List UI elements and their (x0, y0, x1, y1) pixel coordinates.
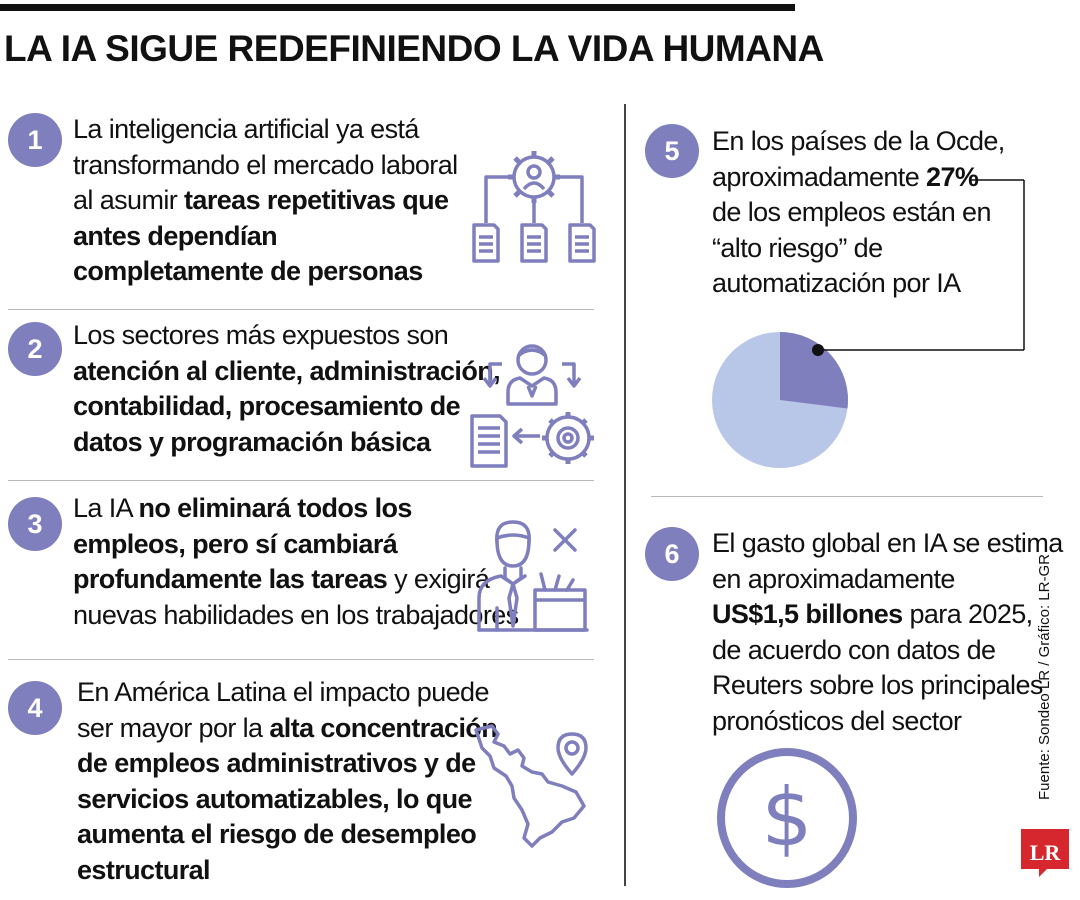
bold-text: de empleos administrativos y de (77, 748, 476, 778)
item-4-badge: 4 (8, 681, 62, 735)
text: Reuters sobre los principales (712, 670, 1043, 700)
text: ser mayor por la (77, 712, 270, 743)
dollar-coin-icon: $ (717, 748, 857, 888)
text-line: estructural (77, 853, 497, 889)
text-line: El gasto global en IA se estima (712, 526, 1063, 562)
text-line: empleos, pero sí cambiará (73, 527, 519, 563)
bold-text: servicios automatizables, lo que (77, 783, 473, 814)
bold-text: aumenta el riesgo de desempleo (77, 819, 477, 849)
bold-text: completamente de personas (73, 256, 423, 286)
text-line: aproximadamente 27% (712, 160, 1005, 196)
text: El gasto global en IA se estima (712, 528, 1063, 558)
text: automatización por IA (712, 268, 961, 298)
bold-text: no eliminará todos los (138, 493, 412, 523)
pie-chart-icon (712, 179, 1025, 468)
text: pronósticos del sector (712, 705, 962, 736)
text-line: antes dependían (73, 219, 458, 255)
item-1-text: La inteligencia artificial ya está transf… (73, 112, 458, 290)
bold-text: US$1,5 billones (712, 599, 903, 629)
text-line: de los empleos están en (712, 195, 1005, 231)
text-line: pronósticos del sector (712, 704, 1063, 740)
text: en aproximadamente (712, 563, 955, 594)
column-divider (624, 104, 626, 886)
item-6-text: El gasto global en IA se estima en aproxi… (712, 526, 1063, 739)
text-line: La inteligencia artificial ya está (73, 112, 458, 148)
text: La IA (73, 493, 139, 523)
latin-america-map-pin-icon (474, 724, 588, 848)
text-line: Reuters sobre los principales (712, 668, 1063, 704)
text: nuevas habilidades en los trabajadores (73, 599, 519, 630)
text: “alto riesgo” de (712, 232, 883, 263)
text: de los empleos están en (712, 197, 991, 227)
text-line: al asumir tareas repetitivas que (73, 183, 458, 219)
text-line: Los sectores más expuestos son (73, 318, 500, 354)
text-line: servicios automatizables, lo que (77, 782, 497, 818)
page-title: LA IA SIGUE REDEFINIENDO LA VIDA HUMANA (4, 28, 824, 69)
bold-text: atención al cliente, administración, (73, 355, 501, 386)
divider-3 (8, 659, 594, 660)
person-document-gear-cycle-icon (470, 344, 594, 468)
text: transformando el mercado laboral (73, 149, 458, 180)
text: para 2025, (902, 599, 1033, 629)
divider-2 (8, 480, 594, 481)
text: En los países de la Ocde, (712, 126, 1005, 156)
text-line: La IA no eliminará todos los (73, 491, 519, 527)
source-credit: Fuente: Sondeo LR / Gráfico: LR-GR (1036, 554, 1053, 800)
bold-text: empleos, pero sí cambiará (73, 528, 398, 559)
pie-slice-highlight (780, 332, 848, 409)
text-line: automatización por IA (712, 266, 1005, 302)
text-line: En América Latina el impacto puede (77, 675, 497, 711)
text: La inteligencia artificial ya está (73, 114, 419, 144)
text-line: completamente de personas (73, 254, 458, 290)
item-5-text: En los países de la Ocde, aproximadamente… (712, 124, 1005, 302)
svg-text:LR: LR (1030, 840, 1062, 865)
text-line: datos y programación básica (73, 425, 500, 461)
text-line: contabilidad, procesamiento de (73, 389, 500, 425)
text: y exigirá (387, 564, 490, 594)
worker-with-box-icon (477, 520, 589, 632)
text-line: aumenta el riesgo de desempleo (77, 817, 497, 853)
text-line: de acuerdo con datos de (712, 633, 1063, 669)
text-line: profundamente las tareas y exigirá (73, 562, 519, 598)
text-line: atención al cliente, administración, (73, 354, 501, 390)
item-6-badge: 6 (645, 527, 699, 581)
text-line: US$1,5 billones para 2025, (712, 597, 1063, 633)
svg-text:$: $ (762, 771, 813, 864)
text: al asumir (73, 185, 185, 215)
bold-text: profundamente las tareas (73, 564, 388, 594)
bold-text: contabilidad, procesamiento de (73, 391, 461, 421)
item-2-text: Los sectores más expuestos son atención a… (73, 318, 501, 461)
text: aproximadamente (712, 161, 927, 192)
bold-text: tareas repetitivas que (184, 185, 449, 215)
workflow-gear-documents-icon (472, 151, 596, 263)
divider-5 (651, 496, 1043, 497)
text-line: En los países de la Ocde, (712, 124, 1005, 160)
text-line: transformando el mercado laboral (73, 148, 458, 184)
item-2-badge: 2 (8, 322, 62, 376)
item-1-badge: 1 (8, 113, 62, 167)
text-line: en aproximadamente (712, 562, 1063, 598)
text-line: nuevas habilidades en los trabajadores (73, 598, 519, 634)
item-3-badge: 3 (8, 497, 62, 551)
bold-text: antes dependían (73, 220, 278, 251)
text: Los sectores más expuestos son (73, 320, 449, 350)
divider-1 (8, 309, 594, 310)
top-rule (0, 4, 795, 11)
bold-text: datos y programación básica (73, 426, 431, 457)
lr-logo: LR (1021, 829, 1069, 877)
item-5-badge: 5 (645, 124, 699, 178)
item-3-text: La IA no eliminará todos los empleos, per… (73, 491, 519, 633)
bold-text: 27% (926, 161, 979, 192)
text-line: ser mayor por la alta concentración (77, 711, 498, 747)
item-4-text: En América Latina el impacto puede ser ma… (77, 675, 498, 889)
text: de acuerdo con datos de (712, 634, 996, 665)
bold-text: alta concentración (269, 712, 498, 743)
bold-text: estructural (77, 854, 211, 885)
text: En América Latina el impacto puede (77, 677, 489, 707)
text-line: de empleos administrativos y de (77, 746, 497, 782)
text-line: “alto riesgo” de (712, 231, 1005, 267)
